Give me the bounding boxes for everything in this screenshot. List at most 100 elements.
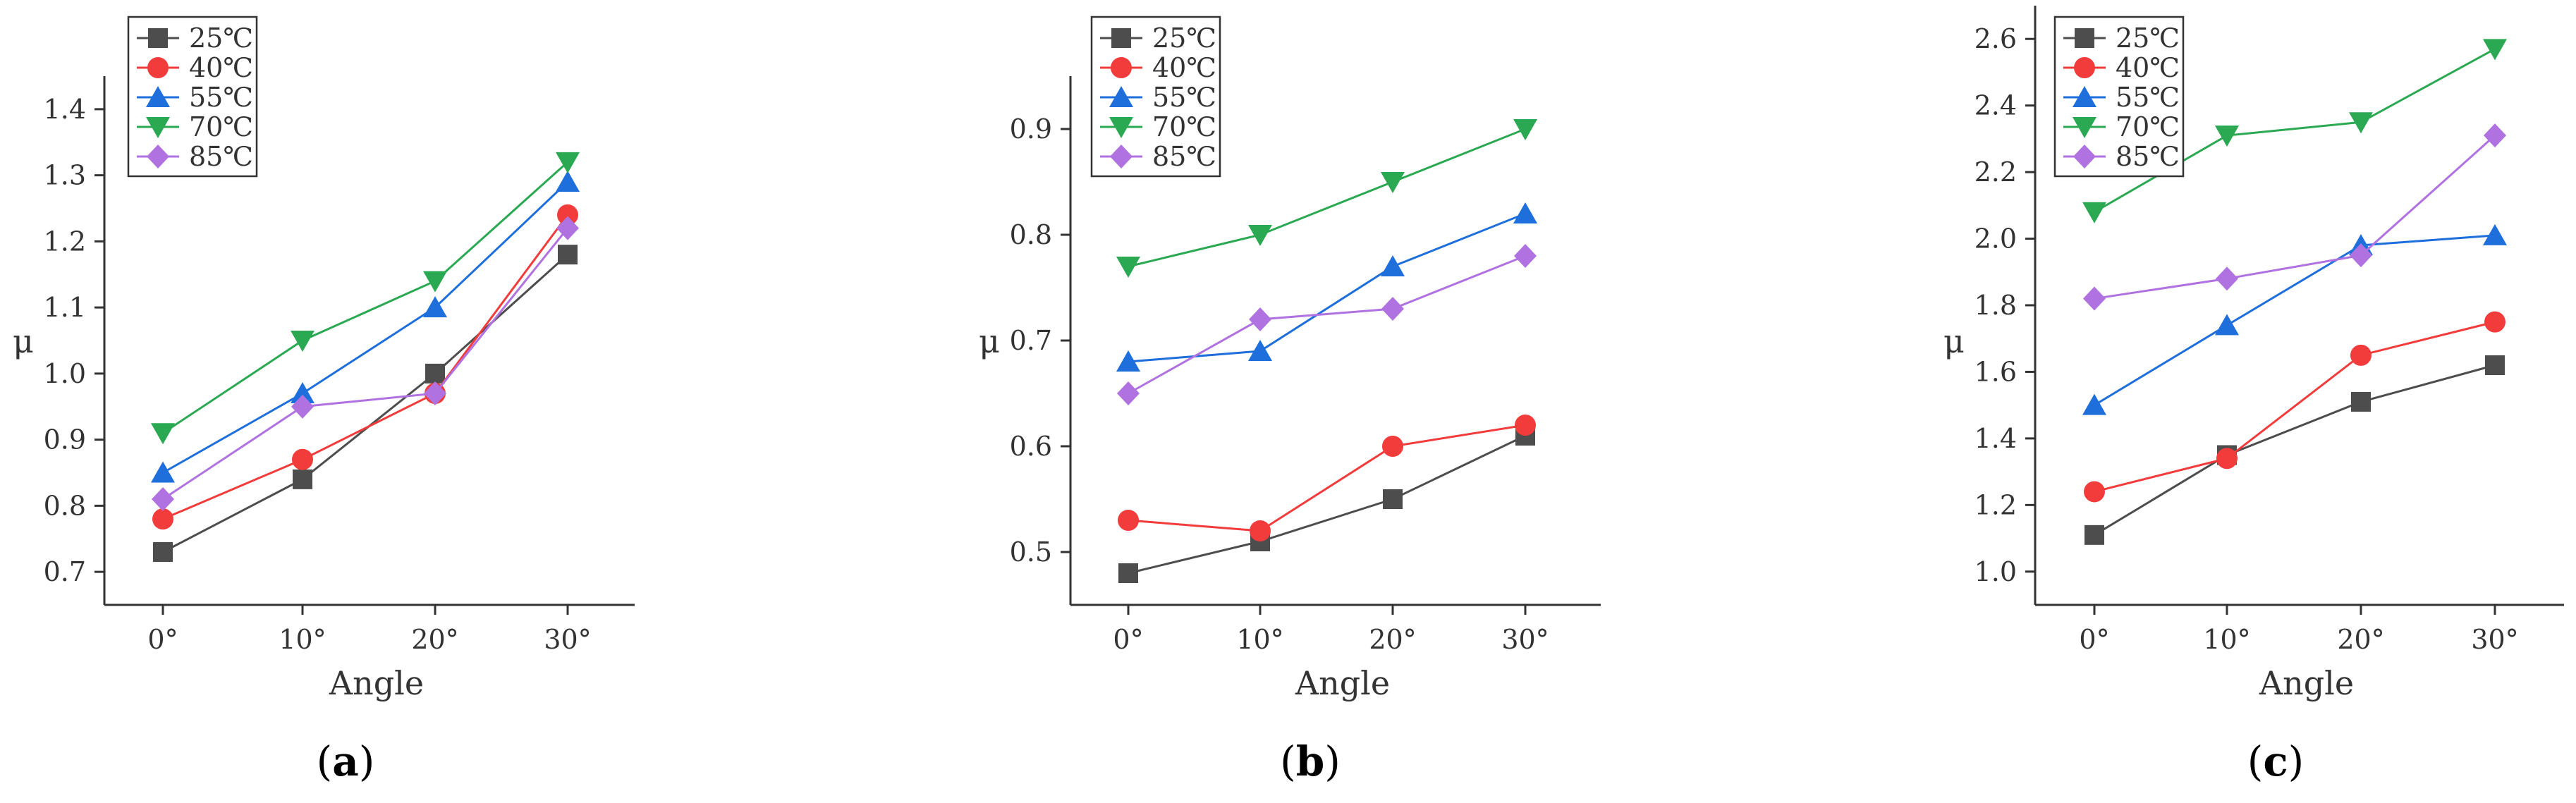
data-point — [1514, 244, 1537, 268]
data-point — [1382, 436, 1403, 457]
data-point — [1250, 520, 1271, 541]
chart-a: 0.7 0.8 0.9 1.0 1.1 1.2 1.3 1.4 0° 10° 20° 30° Angle… — [13, 16, 635, 702]
data-point — [2216, 266, 2238, 291]
series-line — [162, 161, 569, 434]
legend-item: 85℃ — [137, 141, 253, 172]
series-70℃ — [1116, 119, 1537, 278]
legend-marker — [1110, 145, 1133, 168]
legend-label: 40℃ — [2116, 52, 2180, 83]
y-tick-label: 2.6 — [1974, 23, 2017, 54]
y-tick-label: 1.0 — [44, 358, 86, 389]
y-axis-title: μ — [979, 322, 1000, 360]
legend-label: 70℃ — [2116, 111, 2180, 142]
series-line — [1128, 212, 1526, 363]
data-point — [2216, 448, 2238, 470]
series-line — [1128, 128, 1526, 268]
panel-label: (b) — [1280, 737, 1341, 785]
y-axis-title: μ — [1943, 322, 1965, 360]
x-tick-label: 20° — [411, 624, 458, 655]
legend-label: 55℃ — [2116, 82, 2180, 113]
x-tick-label: 0° — [1113, 624, 1143, 655]
data-point — [2084, 481, 2105, 503]
data-point — [293, 469, 312, 489]
legend-item: 85℃ — [2063, 141, 2180, 172]
data-point — [2350, 344, 2371, 366]
data-point — [556, 171, 580, 192]
legend-label: 25℃ — [1152, 23, 1216, 54]
data-point — [1249, 307, 1271, 331]
legend-item: 55℃ — [2063, 82, 2180, 113]
series-40℃ — [152, 204, 578, 530]
legend-label: 40℃ — [189, 52, 253, 83]
data-point — [1513, 202, 1537, 223]
series-85℃ — [2083, 123, 2506, 311]
y-tick-label: 0.9 — [44, 424, 86, 455]
x-tick-label: 30° — [2471, 624, 2518, 655]
data-point — [2215, 314, 2239, 336]
data-point — [1381, 172, 1405, 193]
data-point — [1117, 381, 1140, 405]
legend-item: 55℃ — [1100, 82, 1216, 113]
legend-marker — [2073, 145, 2096, 168]
data-point — [1118, 563, 1138, 583]
x-tick-label: 10° — [2203, 624, 2250, 655]
data-point — [424, 381, 446, 405]
series-line — [2094, 234, 2496, 406]
series-line — [162, 254, 569, 553]
legend-marker — [147, 145, 169, 168]
panel-label-open: ( — [2247, 737, 2264, 785]
legend: 25℃40℃55℃70℃85℃ — [127, 16, 258, 178]
y-tick-label: 1.0 — [1974, 556, 2017, 587]
x-tick-label: 10° — [279, 624, 326, 655]
legend-marker — [146, 86, 170, 107]
panel-label-letter: a — [332, 737, 359, 785]
legend-label: 85℃ — [189, 141, 253, 172]
y-tick-label: 0.9 — [1010, 114, 1052, 145]
panel-label: (a) — [317, 737, 375, 785]
series-line — [2094, 321, 2496, 493]
series-line — [1128, 434, 1526, 575]
legend-marker — [2074, 57, 2095, 78]
legend-label: 55℃ — [1152, 82, 1216, 113]
legend: 25℃40℃55℃70℃85℃ — [1090, 16, 1221, 178]
x-tick-label: 20° — [2337, 624, 2384, 655]
data-point — [556, 152, 580, 173]
panel-label-open: ( — [1280, 737, 1296, 785]
legend-label: 85℃ — [1152, 141, 1216, 172]
data-point — [2349, 112, 2373, 134]
panel-label: (c) — [2247, 737, 2305, 785]
data-point — [2083, 286, 2106, 311]
x-tick-label: 10° — [1236, 624, 1283, 655]
legend-label: 70℃ — [189, 111, 253, 142]
data-point — [291, 394, 314, 419]
data-point — [152, 508, 173, 530]
data-point — [2351, 391, 2371, 412]
x-axis-title: Angle — [1295, 664, 1390, 702]
data-point — [1513, 119, 1537, 140]
legend-marker — [1111, 57, 1132, 78]
data-point — [2082, 393, 2106, 415]
panel-label-letter: c — [2263, 737, 2288, 785]
y-tick-label: 2.4 — [1974, 90, 2017, 121]
legend-item: 70℃ — [137, 111, 253, 142]
y-axis-title: μ — [13, 322, 34, 360]
data-point — [2484, 311, 2505, 333]
data-point — [2350, 243, 2372, 268]
x-tick-label: 0° — [147, 624, 178, 655]
data-point — [291, 331, 315, 352]
legend-item: 40℃ — [137, 52, 253, 83]
legend-marker — [2073, 86, 2096, 107]
y-tick-label: 1.6 — [1974, 356, 2017, 387]
y-tick-label: 0.7 — [1010, 325, 1052, 356]
series-85℃ — [1117, 244, 1537, 405]
panel-label-letter: b — [1296, 737, 1325, 785]
y-tick-label: 1.8 — [1974, 290, 2017, 321]
legend-item: 40℃ — [2063, 52, 2180, 83]
y-tick-label: 2.0 — [1974, 223, 2017, 255]
legend-item: 70℃ — [2063, 111, 2180, 142]
legend-marker — [1111, 28, 1131, 48]
data-point — [2483, 39, 2507, 61]
legend-item: 70℃ — [1100, 111, 1216, 142]
x-tick-label: 0° — [2079, 624, 2109, 655]
